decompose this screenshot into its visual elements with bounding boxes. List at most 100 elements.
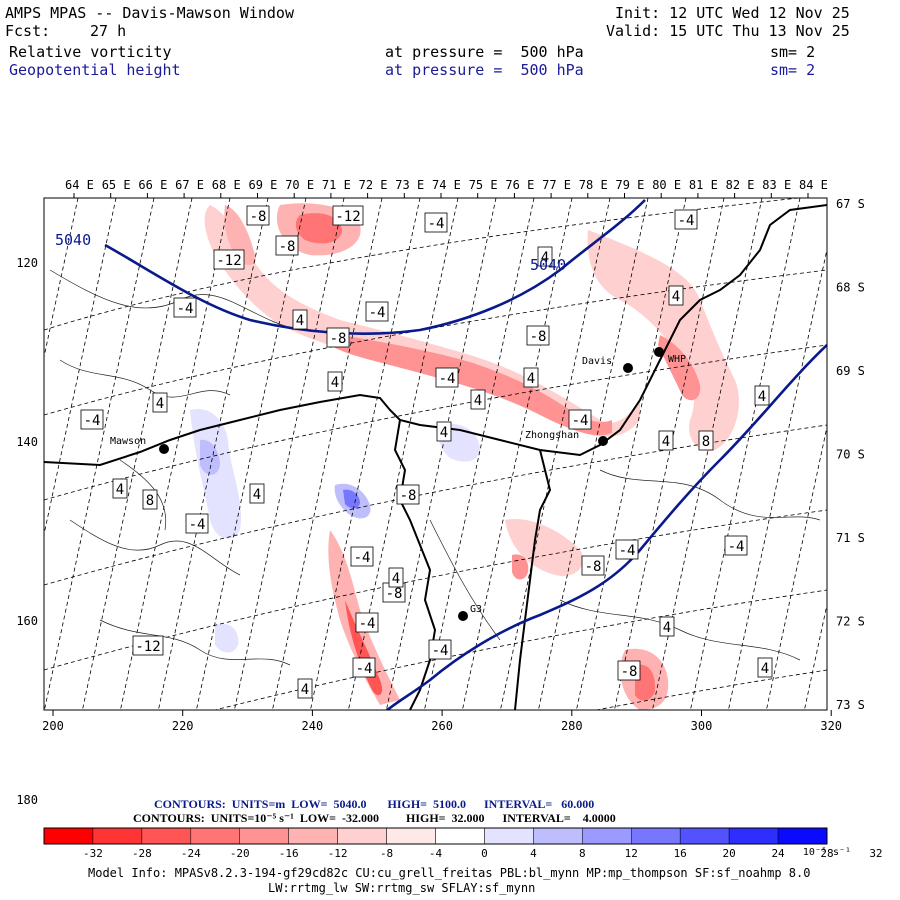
height-contour-labels: 5040 5040 xyxy=(55,231,566,274)
station-label-mawson: Mawson xyxy=(110,436,146,447)
colorbar-label: 24 xyxy=(771,847,785,860)
colorbar-label: 32 xyxy=(869,847,882,860)
svg-text:-4: -4 xyxy=(728,539,745,555)
vorticity-label: 4 xyxy=(757,657,773,678)
colorbar-swatch xyxy=(631,827,681,845)
colorbar-units: 10⁻⁵ s⁻¹ xyxy=(803,847,851,858)
top-axis-label: 72 E xyxy=(359,178,388,192)
top-axis-label: 84 E xyxy=(799,178,828,192)
svg-text:4: 4 xyxy=(761,661,769,677)
svg-text:4: 4 xyxy=(253,487,261,503)
svg-text:-12: -12 xyxy=(216,253,241,269)
svg-text:-8: -8 xyxy=(250,209,267,225)
svg-text:-4: -4 xyxy=(359,616,376,632)
vorticity-label: 4 xyxy=(537,246,553,267)
right-axis-label: 71 S xyxy=(836,531,865,545)
svg-text:-4: -4 xyxy=(177,301,194,317)
colorbar-swatch xyxy=(43,827,94,845)
colorbar-swatch xyxy=(435,827,485,845)
svg-text:4: 4 xyxy=(541,250,549,266)
colorbar-swatch xyxy=(386,827,436,845)
right-axis-label: 69 S xyxy=(836,364,865,378)
right-axis-label: 70 S xyxy=(836,448,865,462)
top-axis-label: 67 E xyxy=(175,178,204,192)
station-zhongshan-marker xyxy=(598,436,608,446)
svg-text:-12: -12 xyxy=(135,639,160,655)
svg-text:-8: -8 xyxy=(585,559,602,575)
right-axis-label: 73 S xyxy=(836,698,865,712)
vort-mid-blob xyxy=(505,519,584,576)
colorbar-label: -16 xyxy=(279,847,299,860)
svg-text:-4: -4 xyxy=(572,413,589,429)
field2-smoothing: sm= 2 xyxy=(770,61,816,79)
colorbar-label: 16 xyxy=(674,847,687,860)
colorbar-label: 4 xyxy=(530,847,537,860)
colorbar-swatch xyxy=(484,827,534,845)
svg-text:-4: -4 xyxy=(356,661,373,677)
plot-frame xyxy=(43,197,828,711)
bottom-axis-label: 280 xyxy=(561,719,583,733)
vort-southwest-streak xyxy=(328,530,400,705)
vorticity-label: -4 xyxy=(365,301,389,322)
vort-bluespot-core xyxy=(343,489,360,509)
vort-right-arc xyxy=(587,230,739,451)
colorbar-swatch xyxy=(239,827,289,845)
colorbar-label: 12 xyxy=(625,847,638,860)
contour-labels: -8 -12 -8 -12 -4 -4 4 4 -4 -8 -4 -8 -4 4 4 4 -4 4 4 8 4 4 8 4 -4… xyxy=(80,205,773,699)
svg-text:4: 4 xyxy=(440,425,448,441)
top-axis-label: 81 E xyxy=(689,178,718,192)
station-davis-marker xyxy=(623,363,633,373)
top-axis-label: 79 E xyxy=(616,178,645,192)
left-axis-label: 120 xyxy=(16,256,38,270)
field1-name: Relative vorticity xyxy=(9,43,172,61)
right-axis-label: 72 S xyxy=(836,615,865,629)
svg-text:4: 4 xyxy=(474,393,482,409)
bottom-axis-label: 220 xyxy=(172,719,194,733)
top-axis-label: 77 E xyxy=(542,178,571,192)
vorticity-contour-info: CONTOURS: UNITS=10⁻⁵ s⁻¹ LOW= -32.000 HI… xyxy=(133,811,616,825)
vorticity-label: 4 xyxy=(470,389,486,410)
svg-text:-12: -12 xyxy=(335,209,360,225)
bottom-axis-label: 300 xyxy=(691,719,713,733)
svg-text:-4: -4 xyxy=(189,517,206,533)
colorbar-label: -12 xyxy=(328,847,348,860)
model-info-line2: LW:rrtmg_lw SW:rrtmg_sw SFLAY:sf_mynn xyxy=(268,881,536,895)
colorbar-label: -8 xyxy=(380,847,393,860)
svg-text:-8: -8 xyxy=(621,664,638,680)
svg-text:4: 4 xyxy=(301,682,309,698)
svg-text:-8: -8 xyxy=(530,329,547,345)
colorbar-swatch xyxy=(582,827,632,845)
station-label-g3: G3 xyxy=(470,604,482,615)
vorticity-label: 4 xyxy=(668,285,684,306)
left-axis-label: 160 xyxy=(16,614,38,628)
colorbar-swatch xyxy=(337,827,387,845)
svg-text:-8: -8 xyxy=(400,488,417,504)
top-axis-label: 73 E xyxy=(395,178,424,192)
vorticity-label: -8 xyxy=(275,235,299,256)
colorbar-swatch xyxy=(533,827,583,845)
vorticity-label: -8 xyxy=(396,484,420,505)
vorticity-label: -8 xyxy=(617,660,641,681)
svg-text:4: 4 xyxy=(662,434,670,450)
svg-text:4: 4 xyxy=(758,389,766,405)
vorticity-label: 4 xyxy=(436,421,452,442)
vorticity-label: -4 xyxy=(428,639,452,660)
station-mawson-marker xyxy=(159,444,169,454)
vorticity-label: -4 xyxy=(724,535,748,556)
forecast-label: Fcst: xyxy=(5,22,51,40)
colorbar-swatch xyxy=(92,827,143,845)
top-axis-label: 75 E xyxy=(469,178,498,192)
vorticity-label: -4 xyxy=(615,539,639,560)
svg-text:-4: -4 xyxy=(619,543,636,559)
station-whp-marker xyxy=(654,347,664,357)
left-axis-label: 140 xyxy=(16,435,38,449)
vort-top-blob-core xyxy=(295,213,342,244)
station-g3-marker xyxy=(458,611,468,621)
colorbar-label: 28 xyxy=(820,847,833,860)
vort-band-core xyxy=(330,333,612,436)
vorticity-label: -4 xyxy=(355,612,379,633)
svg-text:-4: -4 xyxy=(369,305,386,321)
vort-left-band xyxy=(224,205,256,266)
plot-area xyxy=(44,198,827,710)
svg-text:-8: -8 xyxy=(330,331,347,347)
